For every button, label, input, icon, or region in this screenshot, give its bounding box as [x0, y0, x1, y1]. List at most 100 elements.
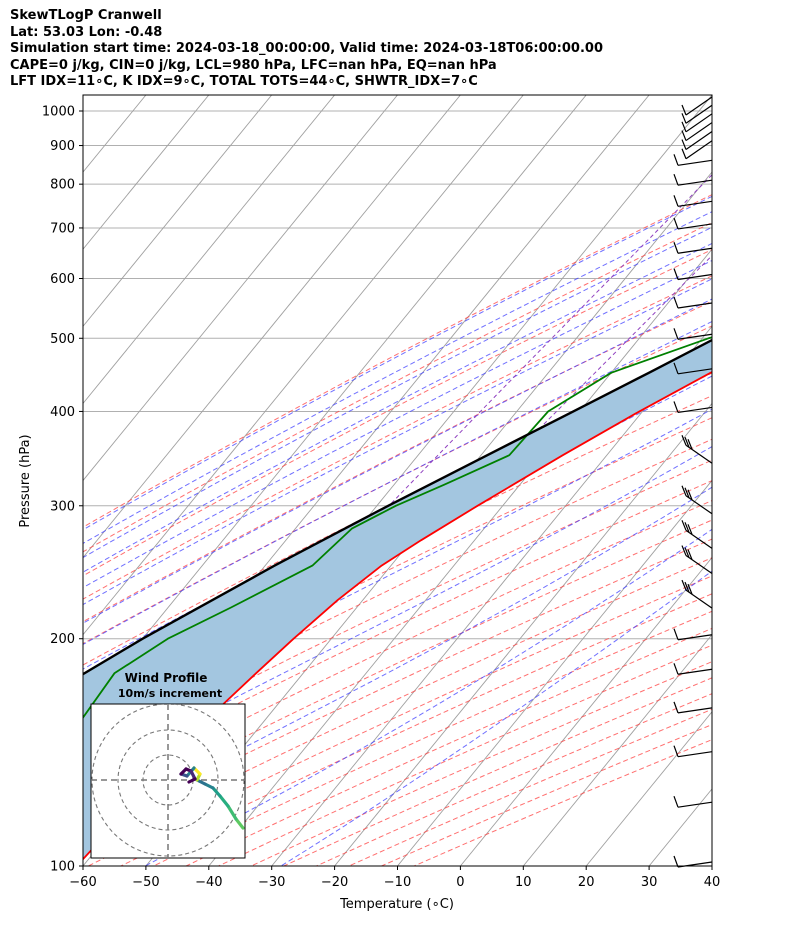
y-tick-label: 200 [50, 632, 75, 647]
data-layer [83, 336, 712, 861]
x-tick-label: 10 [515, 875, 532, 890]
moist-adiabat [83, 259, 712, 589]
wind-barb [673, 328, 713, 340]
barb-tick [681, 148, 687, 160]
cin-shading [83, 340, 712, 860]
y-tick-label: 1000 [42, 104, 75, 119]
hodograph-trace [211, 786, 222, 798]
barb-shaft [685, 104, 713, 124]
chart-header: SkewTLogP Cranwell Lat: 53.03 Lon: -0.48… [10, 8, 603, 91]
y-tick-label: 700 [50, 221, 75, 236]
barb-shaft [677, 223, 713, 230]
x-tick-label: −30 [258, 875, 285, 890]
barb-shaft [677, 179, 713, 186]
dry-adiabat [83, 222, 712, 553]
wind-barb [673, 296, 713, 309]
barb-tick [681, 435, 687, 446]
wind-barb [673, 701, 713, 714]
moist-adiabat [83, 211, 712, 545]
x-tick-label: −50 [132, 875, 159, 890]
wind-barb [681, 485, 713, 515]
y-tick-label: 900 [50, 139, 75, 154]
barb-tick [673, 362, 679, 375]
wind-barb [673, 401, 713, 414]
barb-tick [673, 154, 679, 166]
hodograph-title: Wind Profile [125, 671, 208, 685]
barb-shaft [677, 668, 713, 675]
isotherm-line [83, 95, 461, 559]
hodograph-trace [226, 804, 238, 821]
x-tick-label: 20 [578, 875, 595, 890]
barb-shaft [677, 406, 713, 414]
wind-barb [673, 242, 713, 254]
wind-barb [673, 855, 713, 868]
dry-adiabat [83, 519, 712, 819]
x-tick-label: −40 [195, 875, 222, 890]
barb-shaft [685, 555, 713, 575]
barb-tick [673, 745, 679, 757]
barb-tick [673, 328, 679, 340]
barb-shaft [685, 444, 713, 464]
barb-tick [687, 524, 693, 535]
barb-tick [681, 579, 687, 591]
wind-barb [673, 663, 713, 675]
isotherm-line [522, 633, 712, 866]
x-tick-label: 0 [456, 875, 464, 890]
wind-barb [673, 217, 713, 230]
barb-tick [673, 855, 679, 868]
barb-tick [681, 104, 687, 116]
barb-tick [684, 522, 690, 533]
isotherm-line [271, 325, 712, 866]
hodograph-trace [234, 817, 245, 830]
wind-barb [673, 268, 713, 281]
dry-adiabat [83, 538, 712, 836]
x-tick-label: −60 [69, 875, 96, 890]
barb-shaft [685, 529, 713, 549]
chart-title: SkewTLogP Cranwell [10, 8, 162, 23]
isotherm-line [83, 95, 524, 636]
wind-barb [681, 122, 713, 142]
isotherm-line [83, 95, 273, 328]
barb-shaft [677, 751, 713, 758]
barb-shaft [677, 333, 713, 340]
isotherm-line [83, 95, 210, 250]
moist-adiabat [83, 408, 712, 734]
barb-tick [673, 628, 679, 640]
temperature-line [83, 371, 712, 861]
wind-barb [673, 796, 713, 808]
dry-adiabat [83, 194, 712, 528]
barb-shaft [677, 302, 713, 309]
y-tick-label: 600 [50, 272, 75, 287]
dry-adiabat [83, 275, 712, 600]
barb-tick [673, 401, 679, 413]
barb-shaft [677, 634, 713, 641]
x-tick-label: −20 [321, 875, 348, 890]
barb-tick [681, 485, 687, 496]
x-tick-label: 30 [641, 875, 658, 890]
time-line: Simulation start time: 2024-03-18_00:00:… [10, 41, 603, 56]
hodograph-trace [218, 794, 230, 808]
wind-barb [681, 104, 713, 124]
barb-tick [681, 520, 687, 531]
y-tick-label: 800 [50, 178, 75, 193]
barb-tick [673, 701, 679, 714]
x-tick-label: 40 [704, 875, 721, 890]
barb-tick [673, 217, 679, 230]
barb-tick [673, 173, 679, 186]
isotherm-line [83, 95, 335, 405]
wind-barb [673, 195, 713, 207]
hodograph-clip [91, 704, 245, 858]
barb-tick [687, 583, 693, 595]
barb-tick [673, 796, 679, 808]
parcel-line [83, 338, 712, 676]
barb-tick [681, 113, 687, 124]
dry-adiabat [283, 677, 712, 866]
barb-tick [684, 487, 690, 498]
mixing-ratio-line [388, 174, 712, 507]
isotherm-line [83, 95, 398, 482]
dry-adiabat [83, 417, 712, 727]
barb-tick [684, 547, 690, 558]
barb-shaft [677, 707, 713, 714]
isotherm-line [711, 865, 712, 866]
